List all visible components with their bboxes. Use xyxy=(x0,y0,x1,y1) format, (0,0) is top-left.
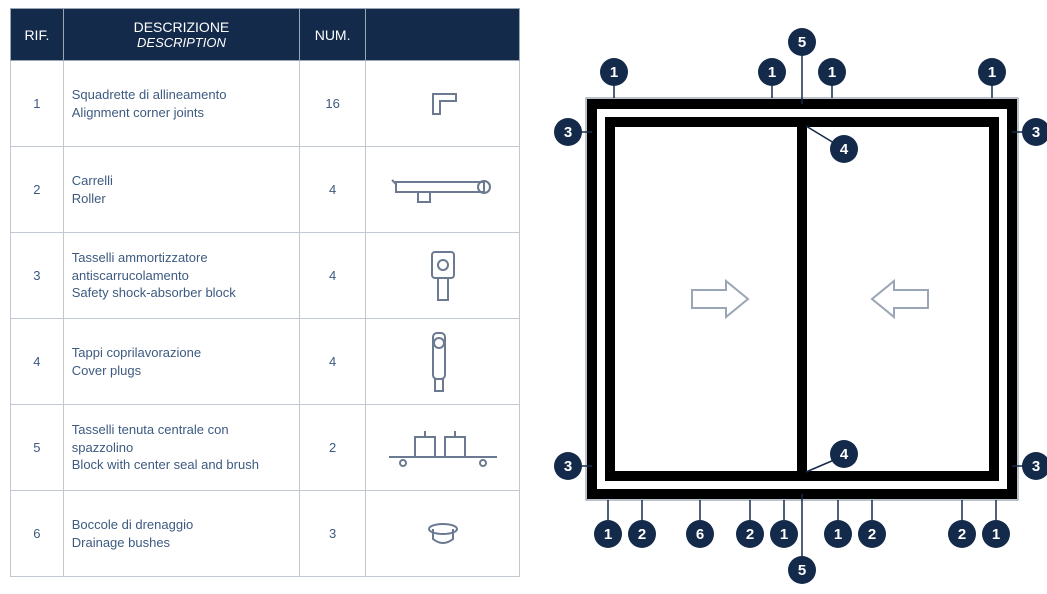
callout-badge: 2 xyxy=(948,520,976,548)
cell-desc: Tasselli ammortizzatore antiscarrucolame… xyxy=(63,233,299,319)
callout-badge: 1 xyxy=(982,520,1010,548)
cell-image xyxy=(366,319,520,405)
table-row: 6Boccole di drenaggioDrainage bushes3 xyxy=(11,491,520,577)
col-desc: DESCRIZIONE DESCRIPTION xyxy=(63,9,299,61)
callout-badge: 4 xyxy=(830,135,858,163)
cell-image xyxy=(366,233,520,319)
col-rif: RIF. xyxy=(11,9,64,61)
callout-badge: 1 xyxy=(758,58,786,86)
cell-num: 2 xyxy=(300,405,366,491)
col-img xyxy=(366,9,520,61)
cell-image xyxy=(366,61,520,147)
callout-badge: 5 xyxy=(788,28,816,56)
callout-badge: 6 xyxy=(686,520,714,548)
cell-num: 3 xyxy=(300,491,366,577)
callout-badge: 5 xyxy=(788,556,816,584)
callout-badge: 1 xyxy=(594,520,622,548)
cell-rif: 3 xyxy=(11,233,64,319)
callout-badge: 3 xyxy=(1022,118,1047,146)
cell-rif: 2 xyxy=(11,147,64,233)
table-row: 1Squadrette di allineamentoAlignment cor… xyxy=(11,61,520,147)
cell-desc: Squadrette di allineamentoAlignment corn… xyxy=(63,61,299,147)
table-row: 5Tasselli tenuta centrale con spazzolino… xyxy=(11,405,520,491)
cell-num: 16 xyxy=(300,61,366,147)
callout-badge: 3 xyxy=(554,118,582,146)
cell-desc: Tappi coprilavorazioneCover plugs xyxy=(63,319,299,405)
callout-badge: 2 xyxy=(628,520,656,548)
cell-num: 4 xyxy=(300,319,366,405)
table-row: 2CarrelliRoller4 xyxy=(11,147,520,233)
cell-desc: CarrelliRoller xyxy=(63,147,299,233)
callout-badge: 2 xyxy=(736,520,764,548)
callout-badge: 1 xyxy=(978,58,1006,86)
callout-badge: 3 xyxy=(1022,452,1047,480)
table-row: 4Tappi coprilavorazioneCover plugs4 xyxy=(11,319,520,405)
parts-table: RIF. DESCRIZIONE DESCRIPTION NUM. 1Squad… xyxy=(10,8,520,577)
cell-desc: Tasselli tenuta centrale con spazzolinoB… xyxy=(63,405,299,491)
cell-num: 4 xyxy=(300,233,366,319)
callout-badge: 1 xyxy=(818,58,846,86)
cell-rif: 5 xyxy=(11,405,64,491)
callout-badge: 1 xyxy=(824,520,852,548)
callout-badge: 3 xyxy=(554,452,582,480)
window-diagram: 511113343341262112215 xyxy=(550,14,1030,574)
cell-image xyxy=(366,405,520,491)
callout-badge: 1 xyxy=(600,58,628,86)
callout-badge: 2 xyxy=(858,520,886,548)
cell-num: 4 xyxy=(300,147,366,233)
cell-desc: Boccole di drenaggioDrainage bushes xyxy=(63,491,299,577)
cell-image xyxy=(366,147,520,233)
col-num: NUM. xyxy=(300,9,366,61)
callout-badge: 4 xyxy=(830,440,858,468)
table: RIF. DESCRIZIONE DESCRIPTION NUM. 1Squad… xyxy=(10,8,520,577)
table-row: 3Tasselli ammortizzatore antiscarrucolam… xyxy=(11,233,520,319)
cell-rif: 1 xyxy=(11,61,64,147)
cell-rif: 6 xyxy=(11,491,64,577)
callout-badge: 1 xyxy=(770,520,798,548)
cell-image xyxy=(366,491,520,577)
cell-rif: 4 xyxy=(11,319,64,405)
